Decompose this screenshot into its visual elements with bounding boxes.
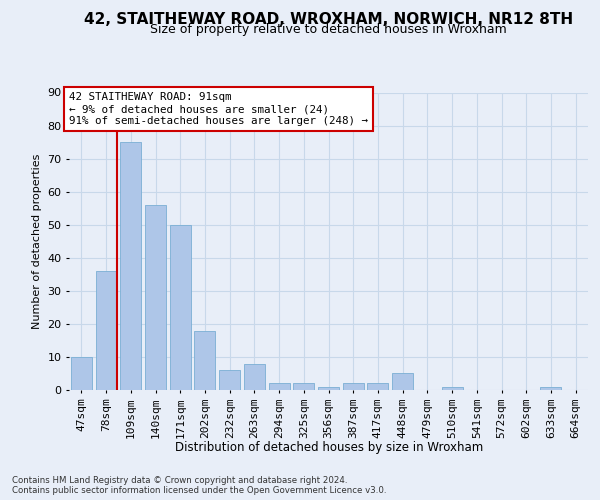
Bar	[95, 271, 116, 390]
Bar	[318, 386, 339, 390]
Text: 42, STAITHEWAY ROAD, WROXHAM, NORWICH, NR12 8TH: 42, STAITHEWAY ROAD, WROXHAM, NORWICH, N…	[84, 12, 574, 28]
Bar	[442, 386, 463, 390]
Bar	[194, 330, 215, 390]
Bar	[293, 384, 314, 390]
Text: 42 STAITHEWAY ROAD: 91sqm
← 9% of detached houses are smaller (24)
91% of semi-d: 42 STAITHEWAY ROAD: 91sqm ← 9% of detach…	[69, 92, 368, 126]
Text: Size of property relative to detached houses in Wroxham: Size of property relative to detached ho…	[151, 22, 507, 36]
Text: Distribution of detached houses by size in Wroxham: Distribution of detached houses by size …	[175, 441, 483, 454]
Bar	[269, 384, 290, 390]
Bar	[71, 357, 92, 390]
Bar	[541, 386, 562, 390]
Bar	[367, 384, 388, 390]
Bar	[170, 224, 191, 390]
Bar	[145, 205, 166, 390]
Bar	[392, 374, 413, 390]
Bar	[244, 364, 265, 390]
Bar	[343, 384, 364, 390]
Bar	[219, 370, 240, 390]
Bar	[120, 142, 141, 390]
Text: Contains HM Land Registry data © Crown copyright and database right 2024.
Contai: Contains HM Land Registry data © Crown c…	[12, 476, 386, 495]
Y-axis label: Number of detached properties: Number of detached properties	[32, 154, 41, 329]
